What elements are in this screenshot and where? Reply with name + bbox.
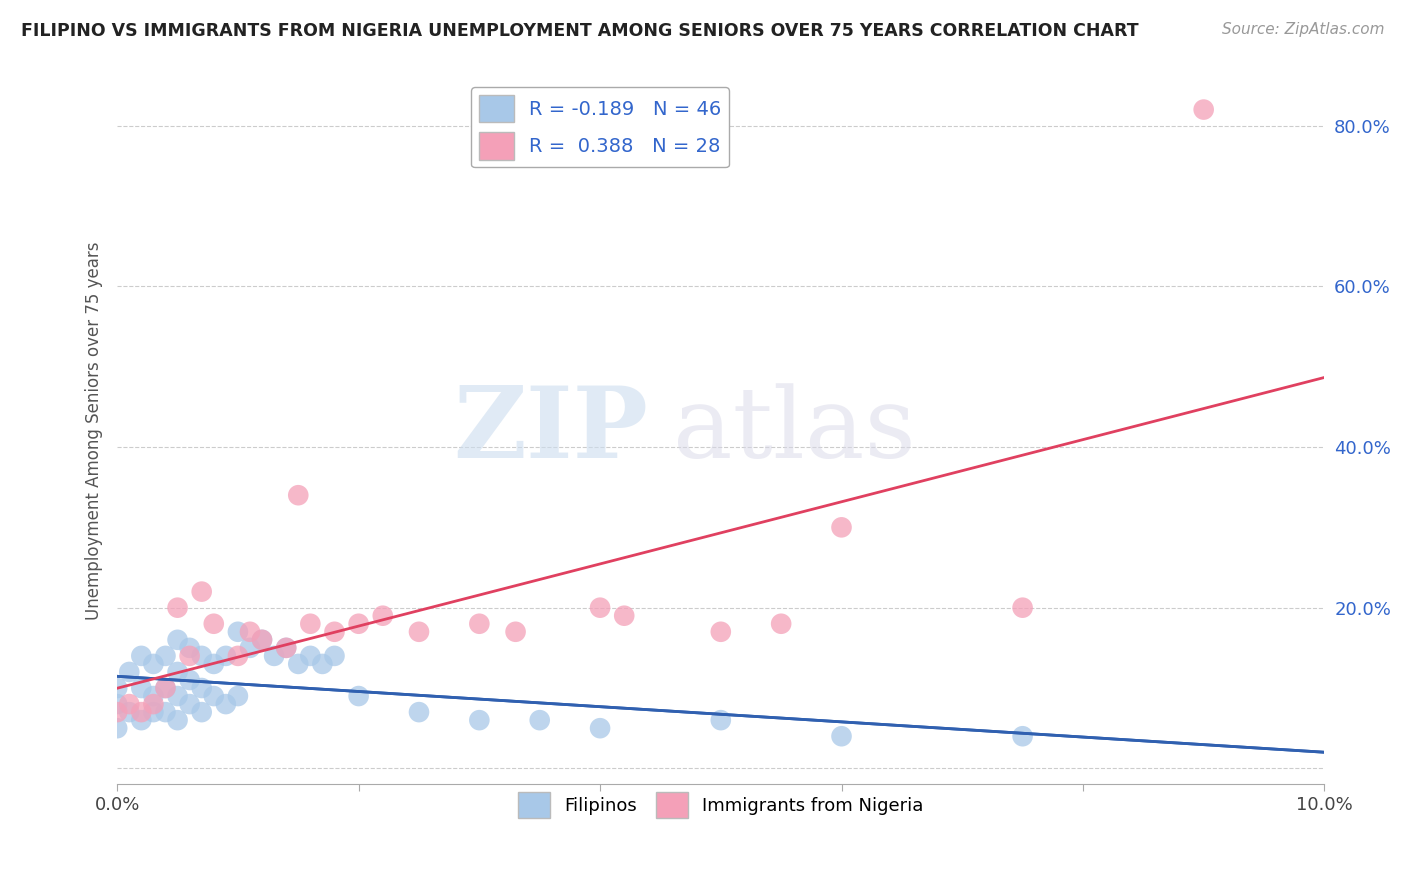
Point — [710, 713, 733, 727]
Point — [190, 584, 212, 599]
Point — [408, 624, 430, 639]
Point — [323, 624, 346, 639]
Point — [239, 624, 262, 639]
Y-axis label: Unemployment Among Seniors over 75 years: Unemployment Among Seniors over 75 years — [86, 242, 103, 620]
Point — [347, 616, 370, 631]
Point — [190, 705, 212, 719]
Point — [276, 640, 298, 655]
Text: FILIPINO VS IMMIGRANTS FROM NIGERIA UNEMPLOYMENT AMONG SENIORS OVER 75 YEARS COR: FILIPINO VS IMMIGRANTS FROM NIGERIA UNEM… — [21, 22, 1139, 40]
Point — [190, 648, 212, 663]
Point — [202, 616, 225, 631]
Point — [215, 697, 238, 711]
Point — [589, 600, 612, 615]
Point — [226, 648, 249, 663]
Point — [118, 665, 141, 679]
Point — [105, 697, 128, 711]
Point — [468, 713, 491, 727]
Point — [263, 648, 285, 663]
Point — [831, 520, 853, 534]
Point — [166, 689, 188, 703]
Text: ZIP: ZIP — [454, 383, 648, 479]
Point — [239, 640, 262, 655]
Point — [770, 616, 793, 631]
Point — [710, 624, 733, 639]
Point — [299, 616, 322, 631]
Point — [202, 689, 225, 703]
Text: Source: ZipAtlas.com: Source: ZipAtlas.com — [1222, 22, 1385, 37]
Point — [131, 713, 153, 727]
Legend: Filipinos, Immigrants from Nigeria: Filipinos, Immigrants from Nigeria — [510, 785, 931, 825]
Point — [166, 600, 188, 615]
Point — [131, 681, 153, 695]
Point — [323, 648, 346, 663]
Point — [215, 648, 238, 663]
Point — [589, 721, 612, 735]
Point — [287, 488, 309, 502]
Point — [166, 632, 188, 647]
Point — [166, 665, 188, 679]
Point — [226, 624, 249, 639]
Point — [155, 681, 177, 695]
Point — [505, 624, 527, 639]
Point — [613, 608, 636, 623]
Point — [131, 705, 153, 719]
Point — [831, 729, 853, 743]
Point — [118, 705, 141, 719]
Point — [250, 632, 273, 647]
Point — [1011, 600, 1033, 615]
Point — [347, 689, 370, 703]
Point — [371, 608, 394, 623]
Point — [105, 721, 128, 735]
Point — [287, 657, 309, 671]
Point — [142, 657, 165, 671]
Point — [190, 681, 212, 695]
Text: atlas: atlas — [672, 383, 915, 479]
Point — [1192, 103, 1215, 117]
Point — [311, 657, 333, 671]
Point — [166, 713, 188, 727]
Point — [131, 648, 153, 663]
Point — [408, 705, 430, 719]
Point — [202, 657, 225, 671]
Point — [155, 648, 177, 663]
Point — [468, 616, 491, 631]
Point — [179, 640, 201, 655]
Point — [179, 697, 201, 711]
Point — [142, 697, 165, 711]
Point — [142, 705, 165, 719]
Point — [299, 648, 322, 663]
Point — [529, 713, 551, 727]
Point — [250, 632, 273, 647]
Point — [179, 673, 201, 687]
Point — [155, 681, 177, 695]
Point — [155, 705, 177, 719]
Point — [105, 705, 128, 719]
Point — [142, 689, 165, 703]
Point — [226, 689, 249, 703]
Point — [118, 697, 141, 711]
Point — [105, 681, 128, 695]
Point — [276, 640, 298, 655]
Point — [1011, 729, 1033, 743]
Point — [179, 648, 201, 663]
